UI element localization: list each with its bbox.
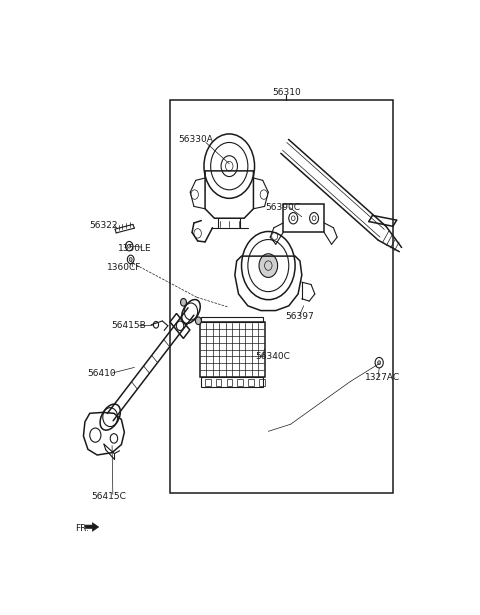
Text: 1327AC: 1327AC: [365, 373, 400, 383]
Bar: [202, 377, 263, 387]
Polygon shape: [85, 523, 99, 531]
Bar: [283, 204, 324, 232]
Bar: [259, 379, 264, 386]
Text: 56415B: 56415B: [111, 321, 146, 330]
Circle shape: [378, 361, 381, 365]
Circle shape: [195, 317, 202, 325]
Text: 56322: 56322: [90, 221, 118, 230]
Bar: [200, 322, 264, 377]
Text: 56415C: 56415C: [91, 492, 126, 501]
Circle shape: [259, 254, 277, 277]
Text: 56390C: 56390C: [266, 203, 300, 212]
Bar: [205, 379, 211, 386]
Text: FR.: FR.: [74, 524, 88, 533]
Text: 56330A: 56330A: [179, 135, 213, 144]
Text: 56340C: 56340C: [255, 352, 290, 362]
Text: 56310: 56310: [272, 88, 300, 97]
Text: 56410: 56410: [87, 368, 116, 378]
Bar: [202, 317, 263, 322]
Bar: [216, 379, 221, 386]
Bar: [238, 379, 243, 386]
Bar: [248, 379, 254, 386]
Circle shape: [180, 298, 186, 306]
Circle shape: [129, 258, 132, 261]
Text: 56397: 56397: [285, 312, 313, 321]
Text: 1350LE: 1350LE: [118, 244, 151, 253]
Bar: [227, 379, 232, 386]
Text: 1360CF: 1360CF: [107, 263, 142, 271]
Bar: [170, 100, 393, 493]
